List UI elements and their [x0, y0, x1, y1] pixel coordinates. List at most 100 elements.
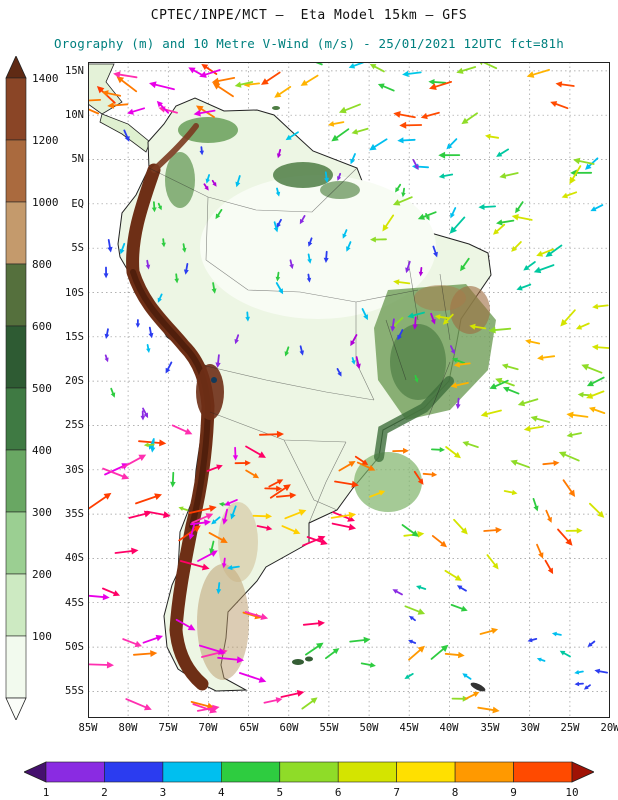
colorbar-segment [5, 263, 27, 327]
wind-arrow [588, 502, 605, 518]
wind-arrow [304, 642, 324, 656]
country-borders [148, 167, 451, 524]
south-georgia-island [470, 682, 486, 692]
wind-arrow [121, 454, 147, 469]
south-america-landmass [88, 63, 496, 692]
colorbar-segment [279, 761, 339, 783]
wind-arrow [414, 374, 419, 383]
colorbar-tick-label: 7 [393, 786, 400, 799]
lon-tick-label: 75W [158, 722, 178, 734]
wind-arrow [399, 121, 423, 129]
colorbar-tip [5, 56, 27, 79]
wind-arrow [493, 223, 506, 235]
wind-arrow [110, 387, 116, 398]
wind-arrow [429, 80, 453, 90]
map-svg [88, 62, 610, 718]
wind-arrow [275, 492, 297, 499]
lon-tick-label: 55W [319, 722, 339, 734]
wind-arrow [453, 361, 471, 368]
wind-arrow [209, 540, 215, 555]
lat-tick-label: 15S [65, 331, 84, 343]
wind-arrow [397, 329, 404, 341]
colorbar-segment [5, 511, 27, 575]
wind-arrow [369, 490, 386, 498]
wind-arrow [361, 308, 368, 321]
wind-arrow [418, 266, 424, 277]
wind-arrow [511, 214, 533, 221]
wind-arrow [407, 311, 425, 319]
wind-arrow [221, 557, 227, 569]
wind-arrow [393, 111, 416, 119]
wind-arrow [331, 128, 350, 142]
wind-arrow [350, 334, 358, 347]
patagonia-steppe [197, 564, 249, 680]
wind-arrow [232, 446, 239, 461]
colorbar-tick-label: 2 [101, 786, 108, 799]
orography-colorbar-svg: 1400 1200 1000 800 600 500 400 300 200 100 [5, 56, 59, 720]
wind-arrow [525, 338, 541, 345]
wind-arrow [501, 363, 519, 371]
wind-arrow [244, 611, 269, 620]
wind-arrow [392, 447, 409, 454]
wind-arrow [416, 585, 427, 590]
amazon-lowlands [200, 175, 436, 319]
wind-arrow [346, 241, 352, 252]
lat-tick-label: EQ [71, 198, 84, 210]
wind-arrow [307, 237, 313, 247]
wind-arrow [583, 684, 591, 690]
colorbar-segment [5, 77, 27, 141]
wind-arrow [338, 461, 356, 472]
wind-arrow [114, 547, 139, 555]
wind-arrow [238, 672, 267, 683]
wind-arrow [113, 71, 138, 79]
colorbar-segment [221, 761, 281, 783]
wind-arrow [516, 283, 532, 291]
wind-arrow [104, 328, 110, 339]
wind-arrow [354, 455, 369, 466]
lon-tick-label: 20W [600, 722, 618, 734]
wind-arrow [460, 257, 470, 272]
lat-tick-label: 10N [65, 109, 84, 121]
wind-arrow [422, 471, 438, 478]
wind-arrow [587, 640, 596, 647]
wind-arrow [585, 157, 599, 170]
patagonia-steppe-2 [218, 502, 258, 582]
wind-arrow [235, 175, 241, 188]
lon-tick-label: 80W [118, 722, 138, 734]
wind-arrow [434, 314, 450, 320]
wind-arrow [103, 266, 109, 279]
colombia-highlands [165, 152, 195, 208]
lat-tick-label: 50S [65, 641, 84, 653]
wind-arrow [101, 587, 120, 597]
wind-arrow [148, 326, 154, 339]
wind-arrow [300, 74, 319, 86]
wind-arrow [264, 485, 283, 492]
wind-arrow [205, 174, 210, 184]
lon-tick-label: 30W [520, 722, 540, 734]
wind-arrow [328, 121, 345, 127]
wind-arrow [156, 100, 170, 114]
wind-arrow [88, 593, 110, 601]
wind-arrow [499, 172, 519, 179]
wind-arrow [323, 250, 329, 263]
wind-arrow [170, 471, 176, 488]
lat-tick-label: 45S [65, 597, 84, 609]
wind-arrow [485, 133, 500, 140]
wind-arrow [355, 356, 361, 370]
wind-arrow [274, 85, 292, 98]
wind-arrow [88, 108, 100, 115]
wind-arrow [212, 82, 234, 98]
wind-arrow [393, 279, 411, 285]
orography-colorbar: 1400 1200 1000 800 600 500 400 300 200 100 [4, 56, 68, 720]
colorbar-tip [5, 697, 27, 720]
wind-arrow [302, 619, 325, 627]
wind-arrow [588, 406, 606, 415]
wind-arrow [203, 183, 209, 191]
lon-tick-label: 25W [560, 722, 580, 734]
wind-arrow [412, 159, 419, 170]
colorbar-tick-label: 5 [276, 786, 283, 799]
colorbar-tick-label: 500 [32, 382, 52, 395]
wind-arrow [483, 527, 502, 534]
lat-tick-label: 5S [71, 242, 84, 254]
wind-arrow [338, 103, 361, 114]
